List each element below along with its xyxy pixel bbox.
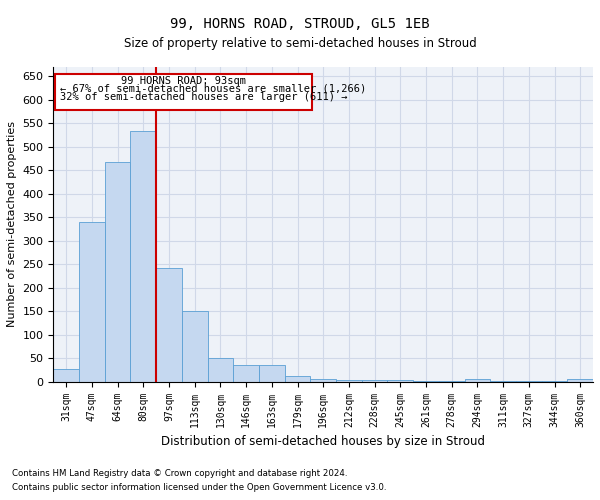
Bar — [233, 365, 259, 382]
Bar — [130, 132, 156, 382]
Bar — [259, 365, 284, 382]
Text: 32% of semi-detached houses are larger (611) →: 32% of semi-detached houses are larger (… — [60, 92, 347, 102]
Bar — [284, 376, 310, 382]
Bar — [182, 312, 208, 382]
Text: Contains public sector information licensed under the Open Government Licence v3: Contains public sector information licen… — [12, 484, 386, 492]
Bar — [208, 358, 233, 382]
Text: ← 67% of semi-detached houses are smaller (1,266): ← 67% of semi-detached houses are smalle… — [60, 84, 366, 94]
FancyBboxPatch shape — [55, 74, 311, 110]
Bar — [464, 380, 490, 382]
Text: 99, HORNS ROAD, STROUD, GL5 1EB: 99, HORNS ROAD, STROUD, GL5 1EB — [170, 18, 430, 32]
Bar — [310, 379, 336, 382]
Y-axis label: Number of semi-detached properties: Number of semi-detached properties — [7, 122, 17, 328]
Bar — [336, 380, 362, 382]
Bar — [53, 368, 79, 382]
Bar — [105, 162, 130, 382]
Bar — [156, 268, 182, 382]
X-axis label: Distribution of semi-detached houses by size in Stroud: Distribution of semi-detached houses by … — [161, 435, 485, 448]
Text: Contains HM Land Registry data © Crown copyright and database right 2024.: Contains HM Land Registry data © Crown c… — [12, 468, 347, 477]
Bar — [362, 380, 388, 382]
Text: 99 HORNS ROAD: 93sqm: 99 HORNS ROAD: 93sqm — [121, 76, 245, 86]
Bar — [388, 380, 413, 382]
Bar — [568, 380, 593, 382]
Text: Size of property relative to semi-detached houses in Stroud: Size of property relative to semi-detach… — [124, 38, 476, 51]
Bar — [79, 222, 105, 382]
